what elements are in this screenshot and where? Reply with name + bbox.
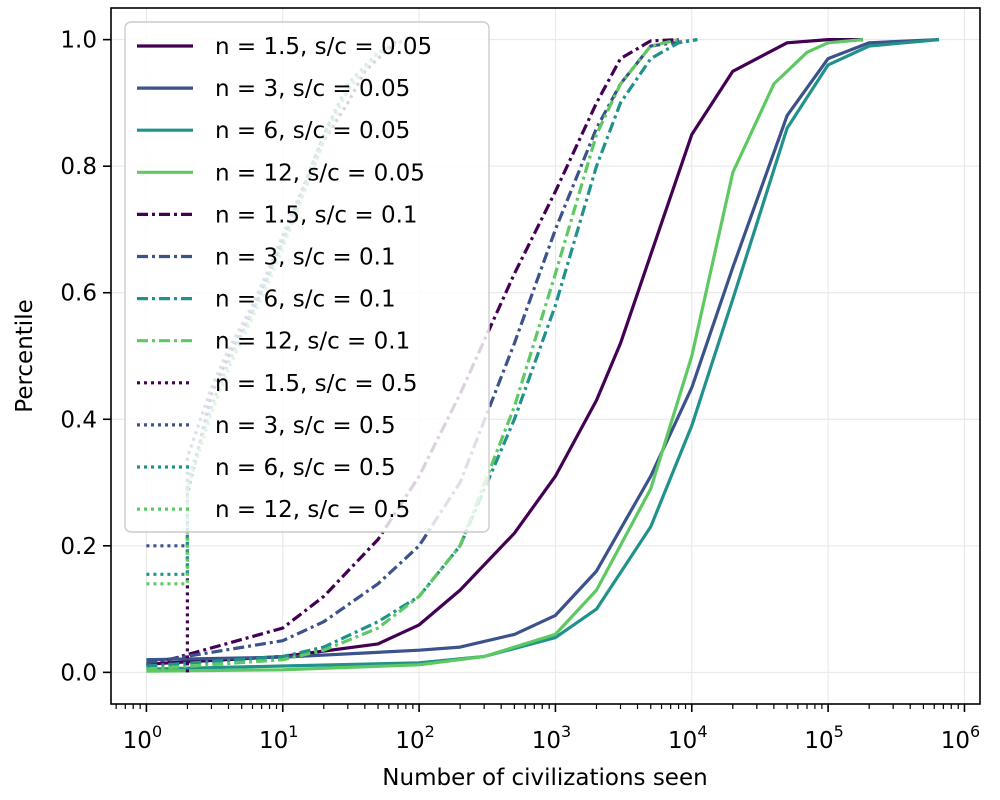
y-tick-label: 0.8 <box>60 154 97 180</box>
legend-label: n = 6, s/c = 0.1 <box>215 287 396 313</box>
legend-box <box>124 21 490 533</box>
legend-label: n = 3, s/c = 0.05 <box>215 76 410 102</box>
legend-label: n = 6, s/c = 0.5 <box>215 455 396 481</box>
legend: n = 1.5, s/c = 0.05 n = 3, s/c = 0.05 n = … <box>124 21 490 533</box>
y-tick-label: 1.0 <box>60 28 97 54</box>
legend-label: n = 12, s/c = 0.05 <box>215 160 425 186</box>
x-tick-label: 100 <box>123 722 162 754</box>
series-line-4 <box>146 38 864 673</box>
x-axis-label: Number of civilizations seen <box>382 765 707 791</box>
legend-label: n = 1.5, s/c = 0.5 <box>215 371 418 397</box>
series-line-1 <box>146 37 863 666</box>
legend-label: n = 1.5, s/c = 0.05 <box>215 34 432 60</box>
series-line-3 <box>146 38 940 671</box>
axis-ticks: 0.0 0.2 0.4 0.6 0.8 1.0 100 101 102 103 104 105 106 <box>60 28 980 754</box>
legend-label: n = 3, s/c = 0.1 <box>215 245 396 271</box>
legend-label: n = 12, s/c = 0.1 <box>215 329 410 355</box>
y-axis-label: Percentile <box>12 299 38 412</box>
y-tick-label: 0.6 <box>60 281 97 307</box>
legend-label: n = 6, s/c = 0.05 <box>215 118 410 144</box>
series-line-5 <box>145 38 679 668</box>
series-line-7 <box>146 38 698 668</box>
x-tick-label: 103 <box>532 722 571 754</box>
legend-label: n = 12, s/c = 0.5 <box>215 497 410 523</box>
legend-label: n = 3, s/c = 0.5 <box>215 413 396 439</box>
y-tick-label: 0.2 <box>60 534 97 560</box>
y-tick-label: 0.4 <box>60 407 97 433</box>
series-line-2 <box>146 38 940 662</box>
x-tick-label: 106 <box>941 722 980 754</box>
series-line-8 <box>146 38 679 671</box>
x-tick-label: 102 <box>395 722 434 754</box>
x-tick-label: 101 <box>259 722 298 754</box>
legend-label: n = 1.5, s/c = 0.1 <box>215 202 418 228</box>
x-tick-label: 105 <box>804 722 843 754</box>
x-tick-label: 104 <box>668 722 707 754</box>
y-tick-label: 0.0 <box>60 660 97 686</box>
plot-frame <box>110 7 981 705</box>
